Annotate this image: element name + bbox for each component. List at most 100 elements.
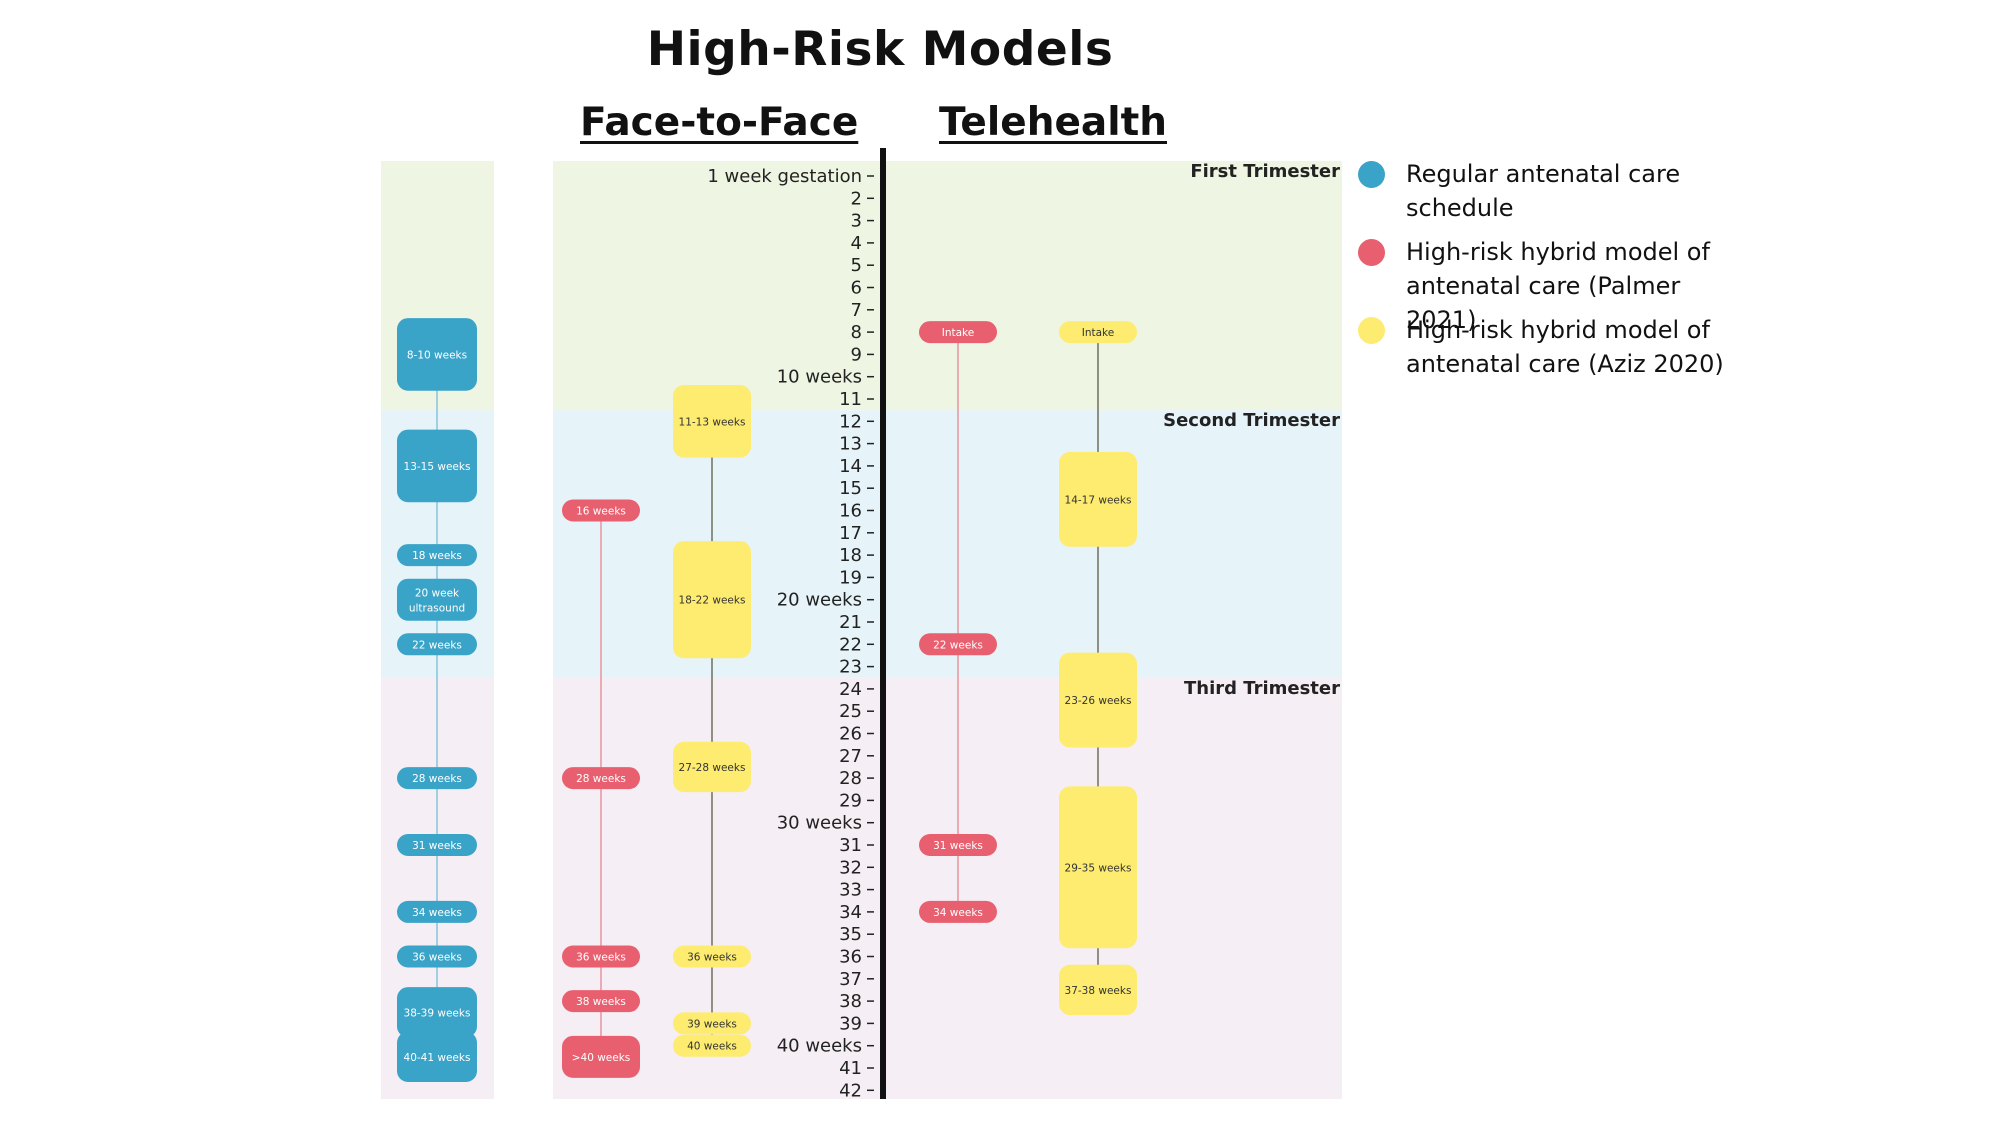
visit-box: [919, 834, 997, 856]
axis-tick-label: 40 weeks: [777, 1036, 862, 1057]
visit-box: [397, 544, 477, 567]
visit-label: 37-38 weeks: [1065, 985, 1132, 997]
axis-tick-label: 4: [851, 233, 862, 254]
visit-box: [397, 1031, 477, 1082]
visit-box: [673, 1012, 751, 1035]
visit-box: [397, 318, 477, 391]
visit-label: 34 weeks: [933, 907, 983, 919]
visit-box: [919, 900, 997, 923]
visit-label: Intake: [1082, 327, 1114, 339]
axis-tick-label: 10 weeks: [777, 367, 862, 388]
visit-label: 40-41 weeks: [404, 1052, 471, 1064]
visit-box: [562, 499, 640, 522]
visit-box: [562, 767, 640, 790]
axis-tick-label: 14: [839, 456, 862, 477]
axis-tick-label: 21: [839, 612, 862, 633]
axis-tick-label: 41: [839, 1058, 862, 1079]
visit-box: [397, 578, 477, 621]
visit-box: [397, 767, 477, 790]
legend-item-palmer: High-risk hybrid model of antenatal care…: [1358, 235, 1746, 337]
visit-label: 11-13 weeks: [679, 416, 746, 428]
visit-box: [562, 945, 640, 968]
visit-label: 22 weeks: [933, 639, 983, 651]
axis-tick-label: 35: [839, 924, 862, 945]
telehealth-header: Telehealth: [939, 100, 1168, 145]
axis-tick-label: 23: [839, 657, 862, 678]
axis-tick-label: 15: [839, 478, 862, 499]
axis-tick-label: 25: [839, 701, 862, 722]
trimester-band: [553, 677, 1342, 1099]
visit-box: [397, 987, 477, 1038]
visit-label: 31 weeks: [412, 840, 462, 852]
legend-label-regular: Regular antenatal care schedule: [1406, 160, 1681, 222]
legend-label-aziz: High-risk hybrid model of antenatal care…: [1406, 316, 1724, 378]
visit-label: 38 weeks: [576, 996, 626, 1008]
visit-box: [919, 321, 997, 344]
visit-box: [397, 633, 477, 656]
divider-line: [880, 148, 886, 1099]
visit-label: 16 weeks: [576, 506, 626, 518]
visit-label: 23-26 weeks: [1065, 695, 1132, 707]
axis-tick-label: 16: [839, 501, 862, 522]
axis-tick-label: 38: [839, 991, 862, 1012]
legend-dot-yellow: [1358, 317, 1385, 344]
axis-tick-label: 11: [839, 389, 862, 410]
visit-box: [562, 1035, 640, 1078]
visit-box: [397, 945, 477, 968]
visit-label: 34 weeks: [412, 907, 462, 919]
diagram-title: High-Risk Models: [646, 22, 1114, 77]
timeline-palmer_tele: Intake 22 weeks 31 weeks 34 weeks: [919, 321, 997, 923]
axis-tick-label: 34: [839, 902, 862, 923]
legend-dot-blue: [1358, 161, 1385, 188]
trimester-label: Third Trimester: [1184, 678, 1340, 699]
visit-box: [673, 1034, 751, 1057]
trimester-band: [553, 161, 1342, 411]
axis-tick-label: 36: [839, 947, 862, 968]
axis-tick-label: 8: [851, 322, 862, 343]
legend-item-regular: Regular antenatal care schedule: [1358, 157, 1746, 225]
visit-box: [919, 633, 997, 656]
axis-tick-label: 24: [839, 679, 862, 700]
axis-tick-label: 22: [839, 634, 862, 655]
visit-label: 20 week: [415, 588, 460, 600]
axis-tick-label: 28: [839, 768, 862, 789]
axis-tick-label: 29: [839, 790, 862, 811]
visit-box: [397, 900, 477, 923]
axis-tick-label: 20 weeks: [777, 590, 862, 611]
visit-label: 18-22 weeks: [679, 595, 746, 607]
visit-label: 18 weeks: [412, 550, 462, 562]
timeline-aziz_tele: Intake 14-17 weeks 23-26 weeks 29-35 weeks 3…: [1059, 321, 1137, 1016]
visit-label: 8-10 weeks: [407, 349, 467, 361]
visit-box: [1059, 652, 1137, 748]
visit-label: ultrasound: [409, 603, 465, 615]
visit-label: 36 weeks: [412, 952, 462, 964]
face-to-face-header: Face-to-Face: [580, 100, 859, 145]
visit-label: 36 weeks: [576, 952, 626, 964]
axis-tick-label: 19: [839, 567, 862, 588]
axis-tick-label: 5: [851, 255, 862, 276]
visit-box: [1059, 786, 1137, 949]
axis-tick-label: 3: [851, 211, 862, 232]
timeline-regular: 8-10 weeks 13-15 weeks 18 weeks 20 week ultr…: [397, 318, 477, 1082]
axis-tick-label: 7: [851, 300, 862, 321]
legend-item-aziz: High-risk hybrid model of antenatal care…: [1358, 313, 1746, 381]
axis-tick-label: 9: [851, 344, 862, 365]
visit-box: [1059, 321, 1137, 344]
axis-tick-label: 30 weeks: [777, 813, 862, 834]
axis-tick-label: 6: [851, 278, 862, 299]
visit-box: [673, 945, 751, 968]
visit-label: 28 weeks: [412, 773, 462, 785]
axis-tick-label: 39: [839, 1013, 862, 1034]
visit-box: [1059, 451, 1137, 547]
axis-tick-label: 26: [839, 724, 862, 745]
visit-label: 39 weeks: [687, 1018, 737, 1030]
visit-label: 31 weeks: [933, 840, 983, 852]
visit-box: [562, 990, 640, 1013]
visit-box: [673, 385, 751, 458]
timeline-aziz_face: 11-13 weeks 18-22 weeks 27-28 weeks 36 week…: [673, 385, 751, 1057]
legend-dot-red: [1358, 239, 1385, 266]
axis-tick-label: 33: [839, 880, 862, 901]
axis-tick-label: 37: [839, 969, 862, 990]
